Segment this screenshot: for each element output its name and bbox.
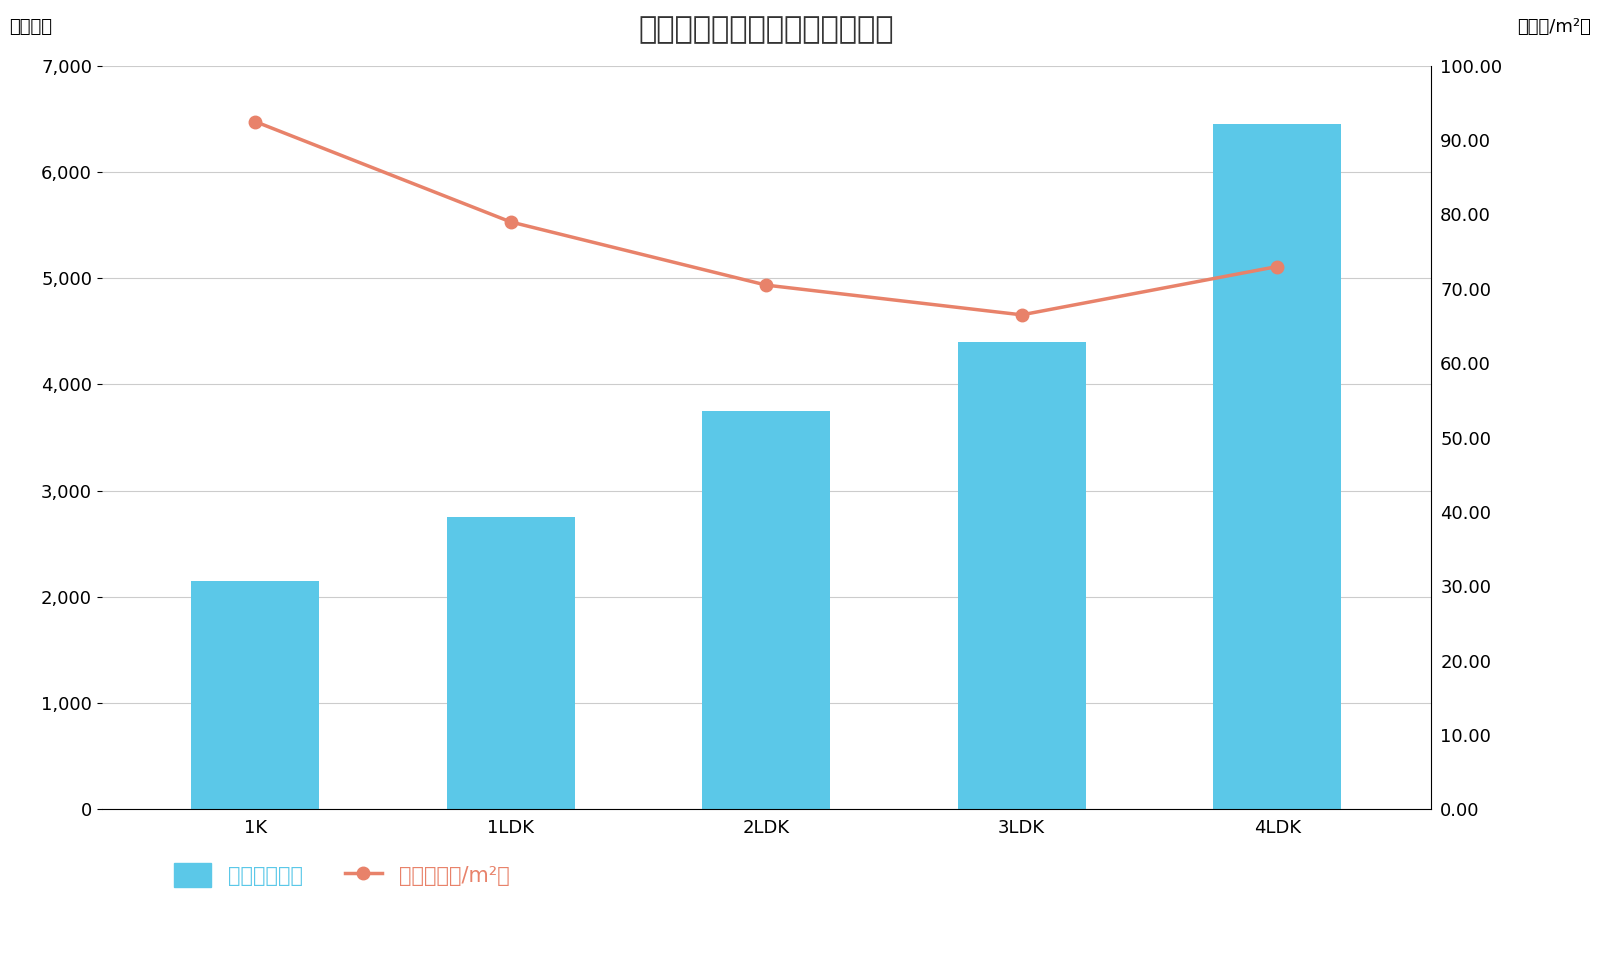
Bar [702, 411, 830, 809]
Bar [192, 581, 318, 809]
Legend: 価格（万円）, 単価（万円/m²）: 価格（万円）, 単価（万円/m²） [165, 855, 518, 895]
Bar [958, 342, 1085, 809]
Bar [446, 517, 574, 809]
Text: （万円）: （万円） [8, 18, 51, 36]
Title: 板橋区間取り別マンション価格: 板橋区間取り別マンション価格 [638, 15, 894, 44]
Text: （万円/m²）: （万円/m²） [1517, 18, 1590, 36]
Bar [1213, 124, 1341, 809]
